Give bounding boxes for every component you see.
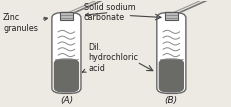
FancyBboxPatch shape bbox=[52, 13, 81, 93]
FancyBboxPatch shape bbox=[158, 58, 183, 93]
Text: (B): (B) bbox=[164, 96, 177, 105]
Text: Solid sodium
carbonate: Solid sodium carbonate bbox=[83, 3, 135, 22]
Text: (A): (A) bbox=[60, 96, 73, 105]
Text: Dil.
hydrochloric
acid: Dil. hydrochloric acid bbox=[82, 43, 138, 73]
Bar bbox=[60, 12, 73, 20]
Bar bbox=[164, 12, 177, 20]
FancyBboxPatch shape bbox=[54, 58, 79, 93]
Text: Zinc
granules: Zinc granules bbox=[3, 13, 47, 33]
FancyBboxPatch shape bbox=[156, 13, 185, 93]
